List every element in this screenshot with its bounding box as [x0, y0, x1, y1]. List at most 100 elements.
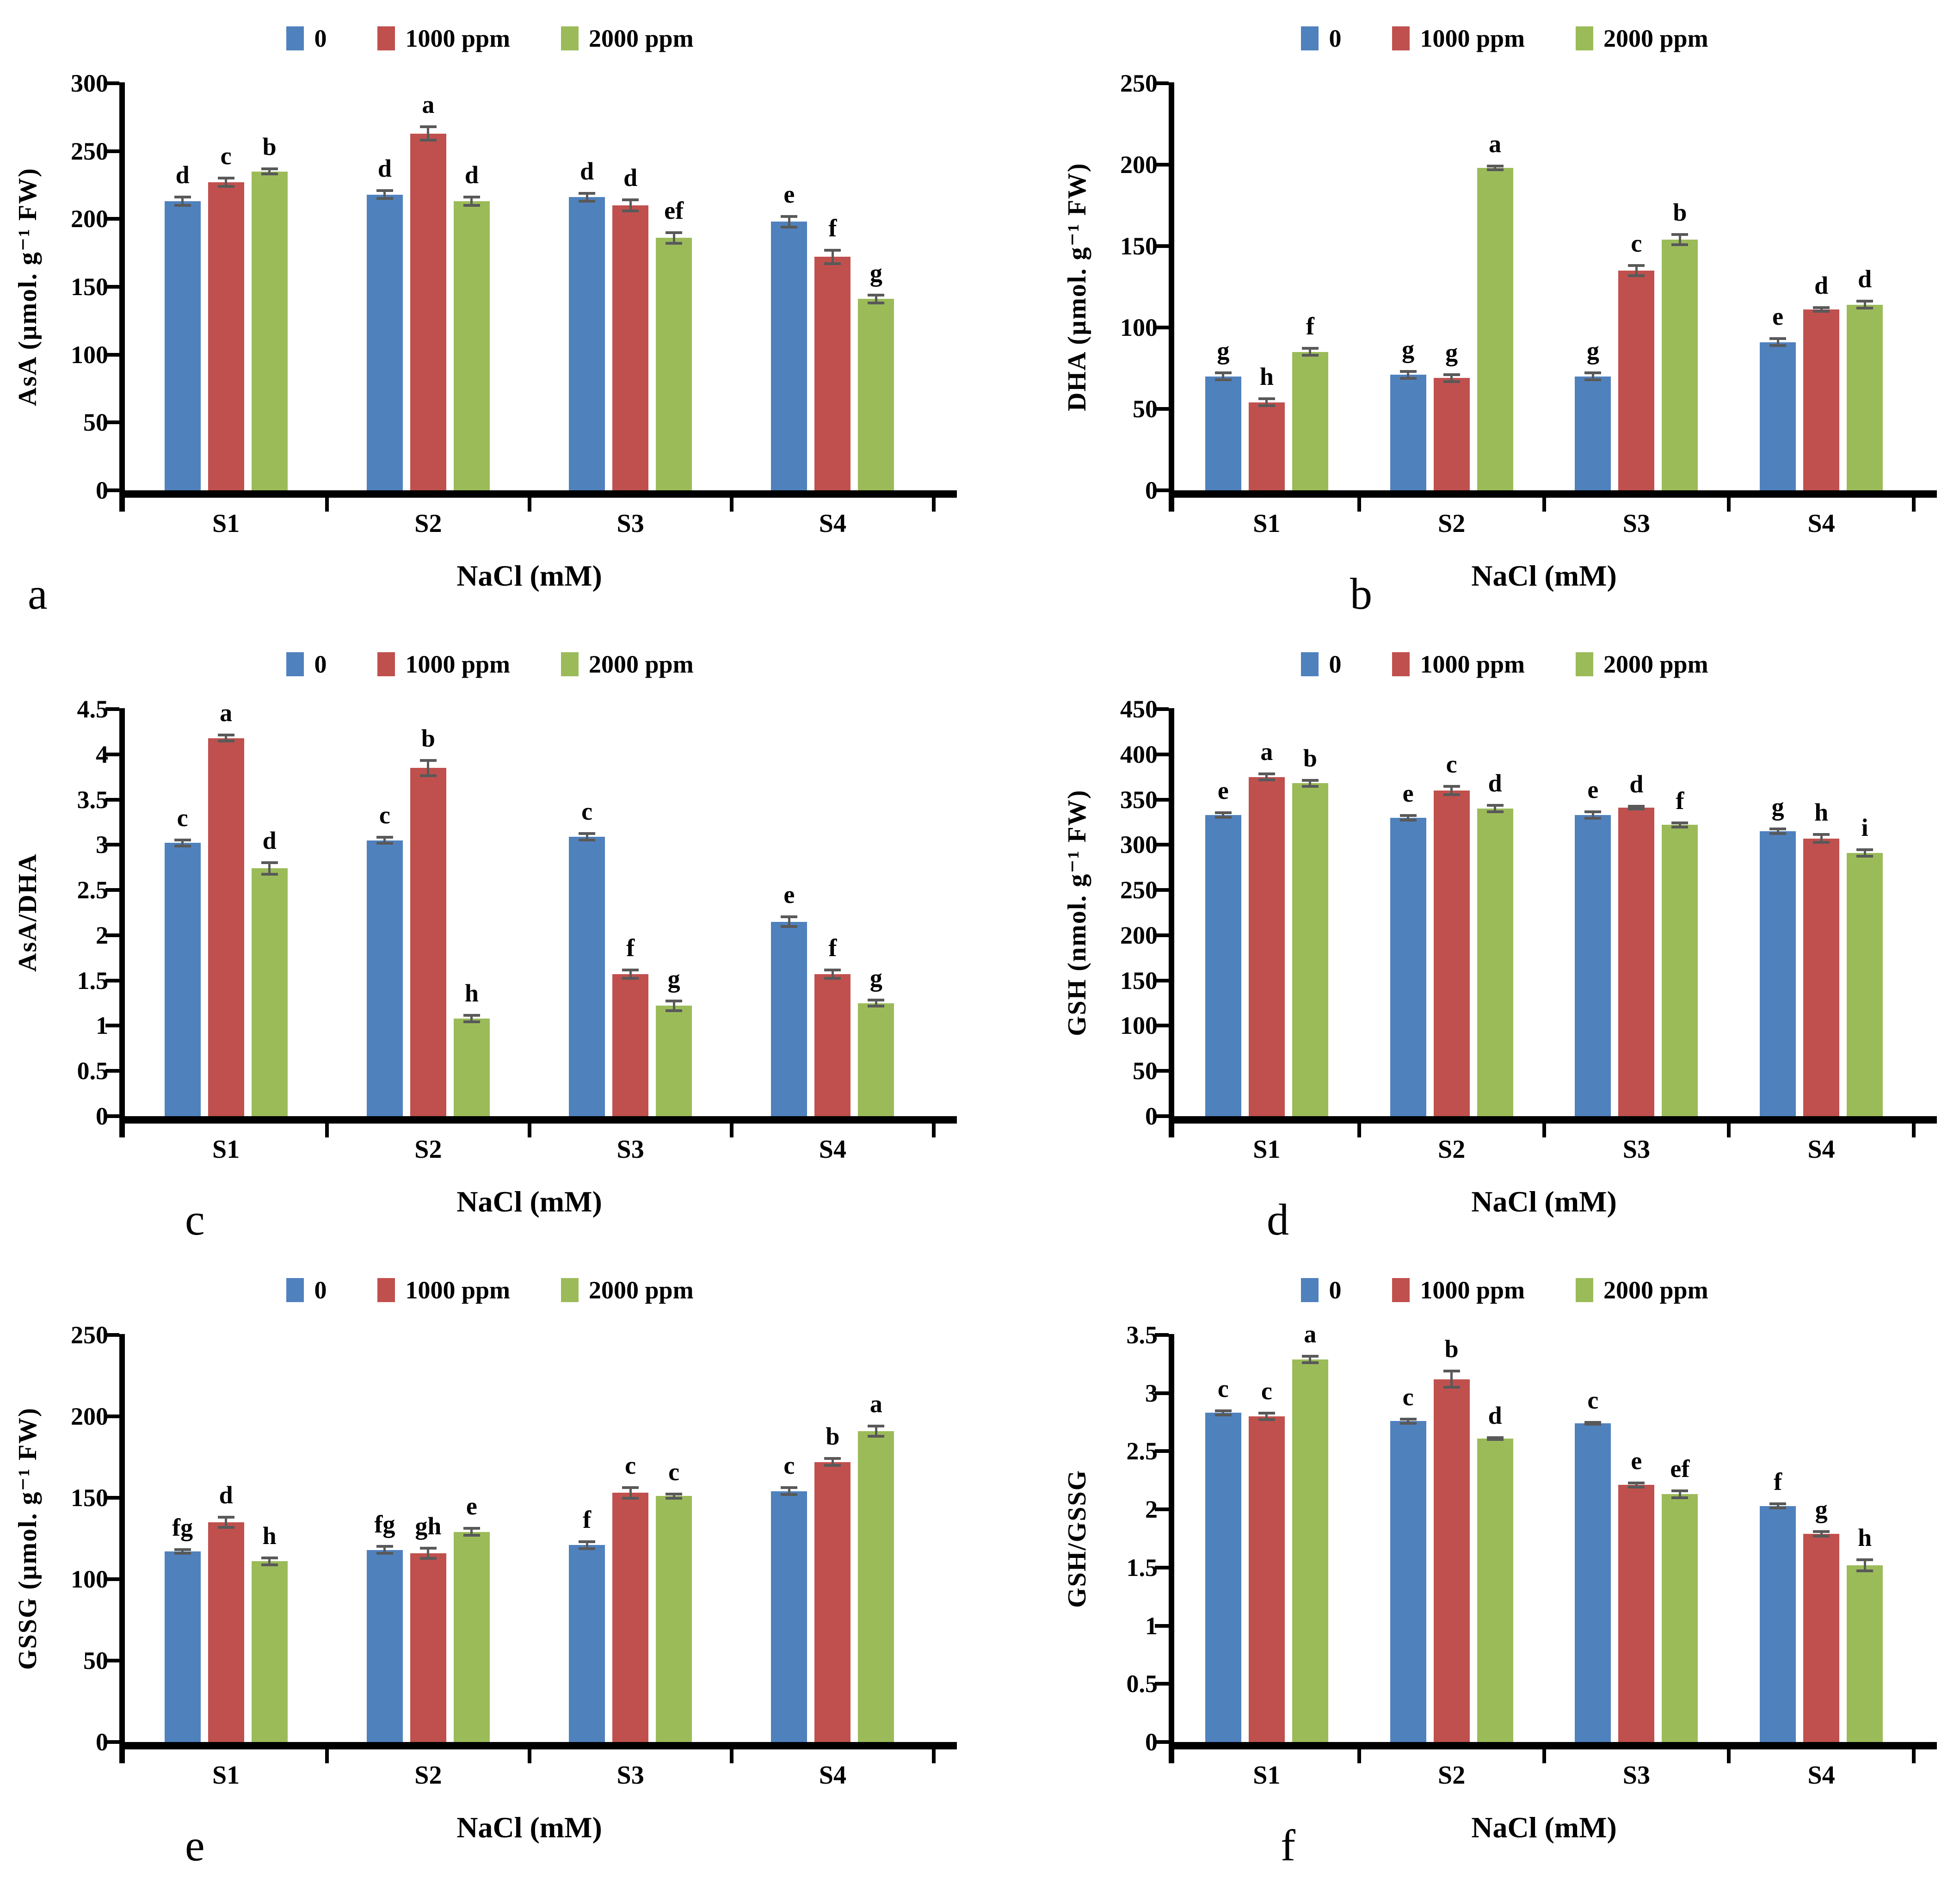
- bar-2000-ppm-S4: [1847, 304, 1883, 490]
- y-axis-title: DHA (µmol. g⁻¹ FW): [1063, 162, 1091, 411]
- y-tick-label: 150: [1120, 232, 1158, 260]
- error-bar-line: [268, 861, 271, 876]
- x-category-label-S1: S1: [1253, 509, 1281, 538]
- error-bar-line: [470, 1527, 473, 1537]
- y-tick-mark: [105, 420, 119, 425]
- y-tick-label: 4.5: [77, 695, 109, 723]
- error-bar-cap: [1628, 1485, 1645, 1489]
- significance-letter: g: [1217, 337, 1230, 365]
- error-bar-line: [1450, 373, 1453, 383]
- chart-legend: 0 1000 ppm 2000 ppm: [1049, 1265, 1960, 1316]
- significance-letter: d: [464, 161, 479, 189]
- y-tick-mark: [105, 888, 119, 892]
- error-bar-cap: [1671, 1489, 1689, 1493]
- error-bar-cap: [174, 845, 191, 848]
- error-bar-line: [1591, 810, 1594, 820]
- error-bar-line: [1678, 821, 1681, 829]
- error-bar-cap: [666, 1493, 683, 1496]
- y-tick-mark: [105, 1024, 119, 1028]
- error-bar-line: [1863, 1558, 1866, 1572]
- bar-0-S2: [366, 1550, 403, 1742]
- error-bar-cap: [781, 1486, 798, 1489]
- error-bar-line: [1776, 337, 1779, 347]
- error-bar-line: [1407, 1417, 1410, 1425]
- x-axis-title: NaCl (mM): [1471, 1185, 1617, 1218]
- bar-2000-ppm-S2: [1477, 809, 1513, 1116]
- legend-item-2000-ppm: 2000 ppm: [1576, 1276, 1708, 1304]
- x-category-label-S3: S3: [1622, 1135, 1650, 1164]
- significance-letter: f: [1306, 312, 1314, 340]
- chart-legend: 0 1000 ppm 2000 ppm: [1049, 639, 1960, 690]
- y-tick-mark: [105, 149, 119, 153]
- chart-panel-d: 0 1000 ppm 2000 ppm GSH (nmol. g⁻¹ FW) 0 50…: [980, 626, 1960, 1252]
- significance-letter: c: [1587, 1386, 1599, 1415]
- bar-1000-ppm-S1: [1248, 402, 1285, 490]
- error-bar-cap: [868, 1434, 885, 1438]
- error-bar-cap: [1301, 354, 1319, 357]
- significance-letter: h: [1259, 363, 1274, 391]
- legend-swatch-icon: [561, 652, 579, 676]
- error-bar-line: [629, 969, 632, 980]
- x-tick-mark: [1912, 1124, 1916, 1137]
- error-bar-cap: [376, 197, 393, 200]
- x-tick-mark: [1357, 498, 1361, 512]
- error-bar: [1769, 1502, 1787, 1510]
- error-bar-cap: [824, 976, 841, 980]
- error-bar-cap: [1258, 778, 1275, 782]
- error-bar: [1856, 1558, 1874, 1572]
- error-bar: [622, 198, 639, 212]
- error-bar-line: [383, 835, 386, 845]
- error-bar-cap: [1399, 370, 1417, 373]
- error-bar-cap: [463, 204, 480, 207]
- y-axis-title: AsA (µmol. g⁻¹ FW): [13, 167, 42, 406]
- error-bar: [419, 125, 437, 142]
- error-bar-cap: [1584, 371, 1602, 375]
- error-bar: [622, 969, 639, 980]
- x-category-label-S1: S1: [212, 509, 240, 538]
- error-bar-line: [1265, 397, 1268, 408]
- error-bar-line: [831, 248, 834, 266]
- x-axis-line: [119, 1116, 957, 1124]
- bar-1000-ppm-S4: [814, 974, 851, 1116]
- bar-0-S4: [1760, 831, 1796, 1116]
- y-tick-mark: [1155, 888, 1169, 892]
- y-tick-label: 200: [1120, 921, 1158, 949]
- x-axis-line: [1169, 1116, 1937, 1124]
- x-axis-category-labels: S1 S2 S3 S4: [1174, 490, 1960, 542]
- y-tick-mark: [1155, 843, 1169, 847]
- chart-area: GSH/GSSG 0 0.5 1 1.5 2 2.5 3 3.5 c c a c b d c e ef f g h: [1049, 1321, 1960, 1763]
- error-bar-line: [672, 1493, 675, 1500]
- error-bar-cap: [419, 759, 437, 762]
- error-bar-cap: [781, 915, 798, 918]
- error-bar: [376, 1545, 393, 1555]
- y-tick-label: 450: [1120, 695, 1158, 723]
- error-bar-cap: [376, 1545, 393, 1548]
- error-bar-line: [225, 177, 228, 188]
- y-tick-mark: [1155, 1333, 1169, 1337]
- x-tick-mark: [1727, 498, 1731, 512]
- error-bar-cap: [1486, 1436, 1504, 1439]
- error-bar: [217, 177, 234, 188]
- x-tick-mark: [325, 498, 329, 512]
- error-bar-line: [1222, 811, 1225, 819]
- error-bar-line: [225, 1515, 228, 1529]
- error-bar-cap: [1769, 828, 1787, 831]
- error-bar: [217, 1515, 234, 1529]
- error-bar-cap: [419, 774, 437, 777]
- significance-letter: d: [580, 157, 594, 185]
- error-bar-line: [672, 231, 675, 245]
- bar-1000-ppm-S4: [814, 1462, 851, 1742]
- bar-2000-ppm-S3: [656, 238, 692, 490]
- x-tick-mark: [932, 498, 936, 512]
- error-bar-line: [586, 1540, 588, 1550]
- bar-2000-ppm-S2: [453, 201, 490, 490]
- bar-1000-ppm-S2: [410, 768, 446, 1116]
- error-bar-cap: [1584, 378, 1602, 382]
- bar-1000-ppm-S3: [612, 974, 649, 1116]
- legend-label: 1000 ppm: [1420, 25, 1525, 52]
- error-bar-line: [831, 969, 834, 980]
- significance-letter: b: [1303, 744, 1317, 772]
- error-bar-line: [383, 1545, 386, 1555]
- y-tick-label: 3.5: [1126, 1321, 1158, 1349]
